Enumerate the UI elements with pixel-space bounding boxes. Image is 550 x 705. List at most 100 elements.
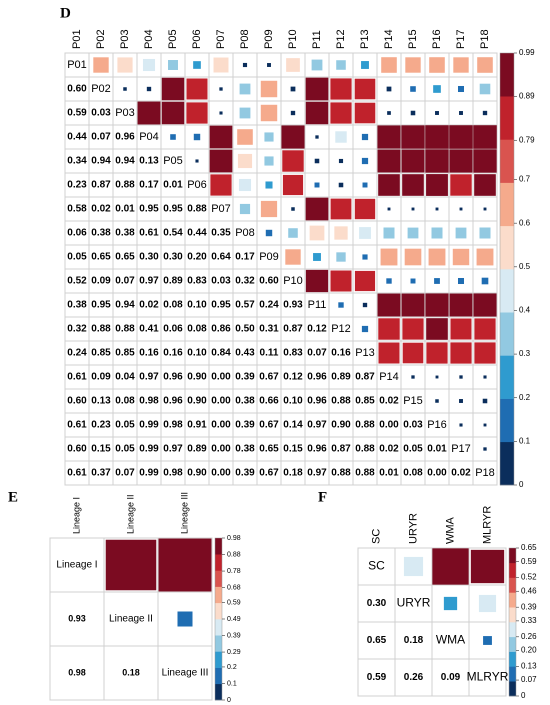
cell xyxy=(352,340,378,366)
corr-square xyxy=(432,548,469,585)
cell xyxy=(64,76,90,102)
value-label: 0.09 xyxy=(441,672,461,683)
corr-square xyxy=(338,158,344,164)
colorbar-frame xyxy=(508,547,517,697)
value-label: 0.61 xyxy=(139,228,159,239)
diagonal-label: P05 xyxy=(163,155,183,167)
value-label: 0.38 xyxy=(91,228,111,239)
corr-square xyxy=(483,423,487,427)
value-label: 0.83 xyxy=(283,348,303,359)
cell xyxy=(352,388,378,414)
value-label: 0.87 xyxy=(355,372,375,383)
value-label: 0.88 xyxy=(331,468,351,479)
value-label: 0.99 xyxy=(139,468,159,479)
cell xyxy=(424,460,450,486)
corr-square xyxy=(362,254,368,260)
corr-square xyxy=(443,596,458,611)
cell xyxy=(280,340,306,366)
corr-square xyxy=(354,270,376,292)
diagonal-label: P18 xyxy=(475,467,495,479)
value-label: 0.01 xyxy=(379,468,399,479)
column-label: P03 xyxy=(119,29,131,49)
corr-square xyxy=(330,78,352,100)
value-label: 0.16 xyxy=(139,348,159,359)
value-label: 0.01 xyxy=(163,180,183,191)
cell xyxy=(208,196,234,222)
colorbar-tick-label: 0.59 xyxy=(521,557,537,566)
column-label: P15 xyxy=(407,29,419,49)
corr-square xyxy=(426,318,448,340)
corr-square xyxy=(209,149,233,173)
cell xyxy=(136,76,162,102)
corr-square xyxy=(429,57,445,73)
colorbar-tick-label: 0.2 xyxy=(227,664,237,671)
value-label: 0.16 xyxy=(331,348,351,359)
diagonal-label: P04 xyxy=(139,131,159,143)
column-label: P01 xyxy=(71,29,83,49)
value-label: 0.12 xyxy=(283,372,303,383)
value-label: 0.44 xyxy=(187,228,207,239)
value-label: 0.91 xyxy=(187,420,207,431)
value-label: 0.32 xyxy=(67,324,87,335)
value-label: 0.95 xyxy=(211,300,231,311)
cell xyxy=(256,292,282,318)
colorbar-tick-label: 0.98 xyxy=(227,535,241,542)
value-label: 0.83 xyxy=(187,276,207,287)
cell xyxy=(232,436,258,462)
cell xyxy=(400,436,426,462)
corr-square xyxy=(449,125,473,149)
value-label: 0.96 xyxy=(163,372,183,383)
colorbar-band xyxy=(509,622,516,638)
value-label: 0.35 xyxy=(211,228,231,239)
diagonal-label: P17 xyxy=(451,443,471,455)
cell xyxy=(160,244,186,270)
value-label: 0.06 xyxy=(67,228,87,239)
value-label: 0.07 xyxy=(91,132,111,143)
cell xyxy=(448,268,474,294)
colorbar-band xyxy=(509,666,516,682)
cell xyxy=(472,460,498,486)
value-label: 0.00 xyxy=(211,468,231,479)
cell xyxy=(49,537,105,593)
column-label: P09 xyxy=(263,29,275,49)
value-label: 0.30 xyxy=(163,252,183,263)
corr-square xyxy=(117,57,133,73)
corr-square xyxy=(402,174,424,196)
cell xyxy=(357,621,396,660)
corr-square xyxy=(428,248,446,266)
value-label: 0.96 xyxy=(307,372,327,383)
column-label: P10 xyxy=(287,29,299,49)
column-label: P04 xyxy=(143,29,155,49)
cell xyxy=(232,388,258,414)
value-label: 0.09 xyxy=(91,372,111,383)
corr-square xyxy=(450,174,472,196)
cell xyxy=(328,412,354,438)
corr-square xyxy=(282,174,304,196)
value-label: 0.38 xyxy=(235,396,255,407)
column-label: SC xyxy=(370,529,382,544)
corr-square xyxy=(354,78,376,100)
corr-square xyxy=(291,207,295,211)
value-label: 0.94 xyxy=(91,156,111,167)
value-label: 0.02 xyxy=(379,396,399,407)
cell xyxy=(232,292,258,318)
value-label: 0.34 xyxy=(67,156,87,167)
corr-square xyxy=(186,78,208,100)
column-label: P07 xyxy=(215,29,227,49)
colorbar-tick-label: 0.99 xyxy=(519,48,535,57)
corr-square xyxy=(474,342,496,364)
colorbar-tick-label: 0.2 xyxy=(519,393,531,402)
diagonal-label: SC xyxy=(368,559,385,573)
corr-square xyxy=(209,125,233,149)
cell xyxy=(304,436,330,462)
colorbar-tick-label: 0.4 xyxy=(519,306,531,315)
colorbar-tick-label: 0.26 xyxy=(521,632,537,641)
value-label: 0.39 xyxy=(235,372,255,383)
value-label: 0.38 xyxy=(115,228,135,239)
value-label: 0.03 xyxy=(403,420,423,431)
cell xyxy=(160,148,186,174)
value-label: 0.67 xyxy=(259,468,279,479)
corr-square xyxy=(410,86,416,92)
corr-square xyxy=(161,101,185,125)
value-label: 0.04 xyxy=(115,372,135,383)
